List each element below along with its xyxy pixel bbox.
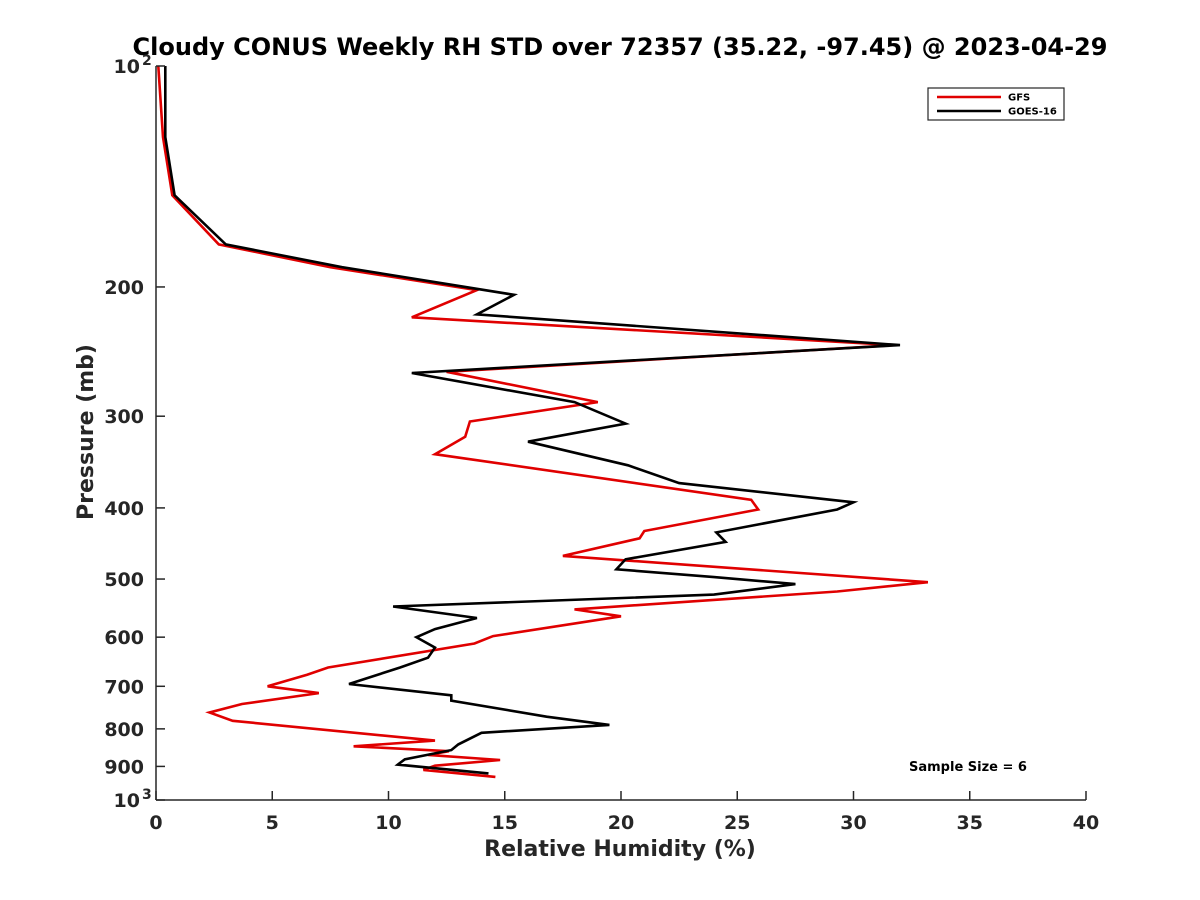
x-tick-label: 0 bbox=[149, 812, 162, 834]
legend: GFS GOES-16 bbox=[927, 87, 1065, 121]
legend-label-goes-16: GOES-16 bbox=[1008, 107, 1057, 118]
x-axis-label: Relative Humidity (%) bbox=[484, 837, 756, 862]
legend-box bbox=[927, 87, 1065, 121]
y-tick-label: 800 bbox=[104, 719, 144, 741]
plot-area bbox=[156, 66, 1086, 800]
y-tick-label: 300 bbox=[104, 406, 144, 428]
plot-background bbox=[156, 66, 1086, 800]
y-tick-label: 500 bbox=[104, 569, 144, 591]
x-tick-label: 35 bbox=[957, 812, 983, 834]
y-tick-label: 10 bbox=[114, 56, 140, 78]
series-line-gfs bbox=[157, 65, 929, 779]
legend-label-gfs: GFS bbox=[1008, 93, 1030, 104]
y-tick-label: 10 bbox=[114, 790, 140, 812]
x-tick-label: 25 bbox=[724, 812, 750, 834]
series-line-goes-16 bbox=[164, 66, 901, 775]
y-tick-label: 700 bbox=[104, 676, 144, 698]
y-tick-label: 900 bbox=[104, 756, 144, 778]
series-layer bbox=[157, 65, 929, 779]
x-tick-label: 20 bbox=[608, 812, 634, 834]
y-tick-label: 200 bbox=[104, 277, 144, 299]
x-tick-label: 10 bbox=[375, 812, 401, 834]
sample-size-annotation: Sample Size = 6 bbox=[909, 760, 1027, 775]
y-tick-exponent: 3 bbox=[142, 787, 152, 803]
chart-title: Cloudy CONUS Weekly RH STD over 72357 (3… bbox=[133, 33, 1108, 61]
x-tick-label: 30 bbox=[840, 812, 866, 834]
x-tick-label: 5 bbox=[266, 812, 279, 834]
y-tick-exponent: 2 bbox=[142, 53, 152, 69]
x-tick-label: 40 bbox=[1073, 812, 1099, 834]
x-tick-label: 15 bbox=[492, 812, 518, 834]
y-tick-label: 600 bbox=[104, 627, 144, 649]
y-axis-label: Pressure (mb) bbox=[74, 344, 99, 520]
y-tick-label: 400 bbox=[104, 498, 144, 520]
